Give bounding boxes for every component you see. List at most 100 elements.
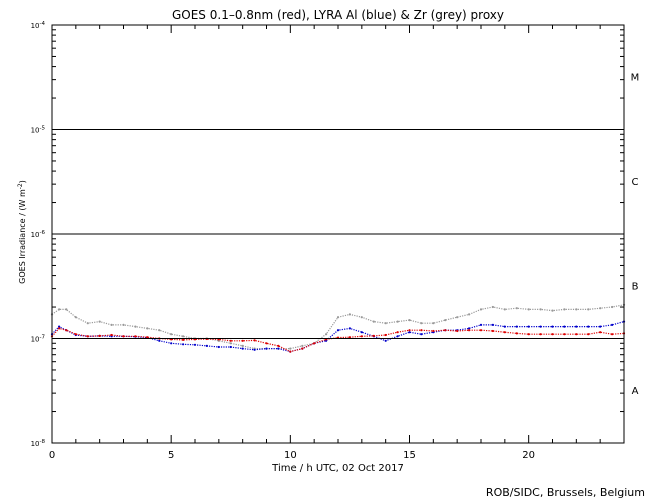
series-0-point — [229, 342, 232, 345]
series-0-point — [468, 313, 471, 316]
flare-class-labels: A B C M — [631, 73, 640, 397]
series-0-point — [122, 323, 125, 326]
series-1-point — [527, 325, 530, 328]
series-0-point — [110, 323, 113, 326]
series-0-point — [563, 308, 566, 311]
series-1-point — [253, 348, 256, 351]
series-0-point — [551, 309, 554, 312]
series-2-point — [110, 333, 113, 337]
series-1-point — [408, 331, 411, 334]
series-2-point — [253, 339, 256, 342]
series-1-point — [170, 342, 173, 345]
series-1-point — [336, 329, 340, 332]
series-2-point — [479, 329, 483, 332]
y-tick-label: 10-5 — [31, 126, 46, 135]
series-2-point — [396, 331, 399, 334]
series-2-point — [301, 347, 304, 350]
y-tick-label: 10-8 — [31, 439, 46, 448]
series-2-point — [432, 329, 435, 333]
series-1-point — [182, 343, 185, 346]
series-0-point — [527, 308, 530, 311]
series-0-point — [241, 344, 244, 347]
series-2-point — [420, 329, 423, 332]
series-0-point — [325, 333, 328, 336]
series-1-point — [587, 325, 590, 328]
series-2-point — [134, 335, 137, 338]
series-0-point — [74, 316, 77, 319]
series-1-point — [277, 347, 280, 350]
series-2-point — [563, 333, 566, 336]
series-2-point — [551, 333, 554, 336]
series-1-point — [515, 325, 518, 328]
series-2-point — [539, 333, 542, 336]
y-axis-label-close: ) — [18, 180, 27, 183]
y-tick-label: 10-7 — [31, 335, 46, 344]
flare-class-label-m: M — [631, 73, 640, 84]
series-1-point — [491, 323, 494, 326]
series-2-point — [527, 333, 530, 336]
y-axis-label-superscript: -2 — [17, 183, 24, 189]
series-2-point — [587, 333, 590, 336]
series-0-point — [384, 322, 387, 325]
series-0-point — [611, 305, 614, 309]
y-tick-label: 10-4 — [31, 21, 46, 30]
series-2-point — [611, 333, 614, 336]
series-1-point — [396, 335, 399, 338]
series-0-point — [58, 308, 61, 311]
series-2-point — [74, 333, 77, 336]
series-0-point — [408, 319, 411, 322]
series-2-point — [146, 336, 149, 339]
series-0-point — [420, 322, 423, 325]
series-0-point — [396, 320, 399, 323]
series-1-point — [217, 345, 220, 349]
series-2-point — [289, 350, 292, 353]
series-1-point — [348, 327, 351, 330]
series-0-point — [289, 347, 292, 350]
series-2-point — [599, 331, 602, 334]
series-0-point — [360, 316, 363, 319]
series-1-point — [265, 347, 268, 350]
series-0-point — [170, 333, 173, 336]
series-2-point — [372, 334, 375, 337]
series-0-point — [348, 313, 351, 316]
series-2-point — [58, 327, 61, 330]
x-tick-label: 5 — [168, 450, 174, 461]
series-0-point — [444, 319, 447, 322]
y-axis-label: GOES Irradiance / (W m-2) — [17, 180, 27, 284]
series-0-point — [479, 308, 483, 311]
series-line-1 — [51, 321, 625, 353]
series-2-point — [229, 339, 232, 342]
series-2-point — [86, 335, 89, 338]
series-1-point — [241, 347, 244, 350]
series-0-point — [456, 316, 459, 319]
series-0-point — [98, 320, 101, 323]
series-2-point — [265, 342, 268, 345]
series-0-point — [372, 320, 375, 323]
series-1-point — [58, 325, 61, 328]
series-1-point — [384, 339, 387, 342]
series-2-point — [277, 344, 280, 347]
series-2-point — [491, 329, 494, 333]
series-0-point — [491, 305, 494, 309]
flare-class-label-b: B — [632, 282, 639, 293]
series-line-2 — [51, 327, 625, 353]
series-1-point — [539, 325, 542, 328]
series-1-point — [599, 325, 602, 328]
series-1-point — [193, 343, 197, 346]
x-tick-label: 0 — [49, 450, 55, 461]
series-1-point — [360, 331, 363, 334]
series-0-point — [86, 322, 89, 325]
series-0-point — [182, 335, 185, 338]
series-2-point — [348, 336, 351, 339]
series-0-point — [587, 308, 590, 311]
series-2-point — [122, 335, 125, 338]
series-line-0 — [51, 304, 625, 350]
series-2-point — [408, 329, 411, 332]
series-2-point — [503, 331, 506, 334]
x-tick-label: 15 — [403, 450, 416, 461]
series-0-point — [65, 308, 68, 311]
series-2-point — [515, 332, 518, 335]
series-2-point — [65, 329, 68, 332]
flare-level-lines — [52, 129, 624, 339]
